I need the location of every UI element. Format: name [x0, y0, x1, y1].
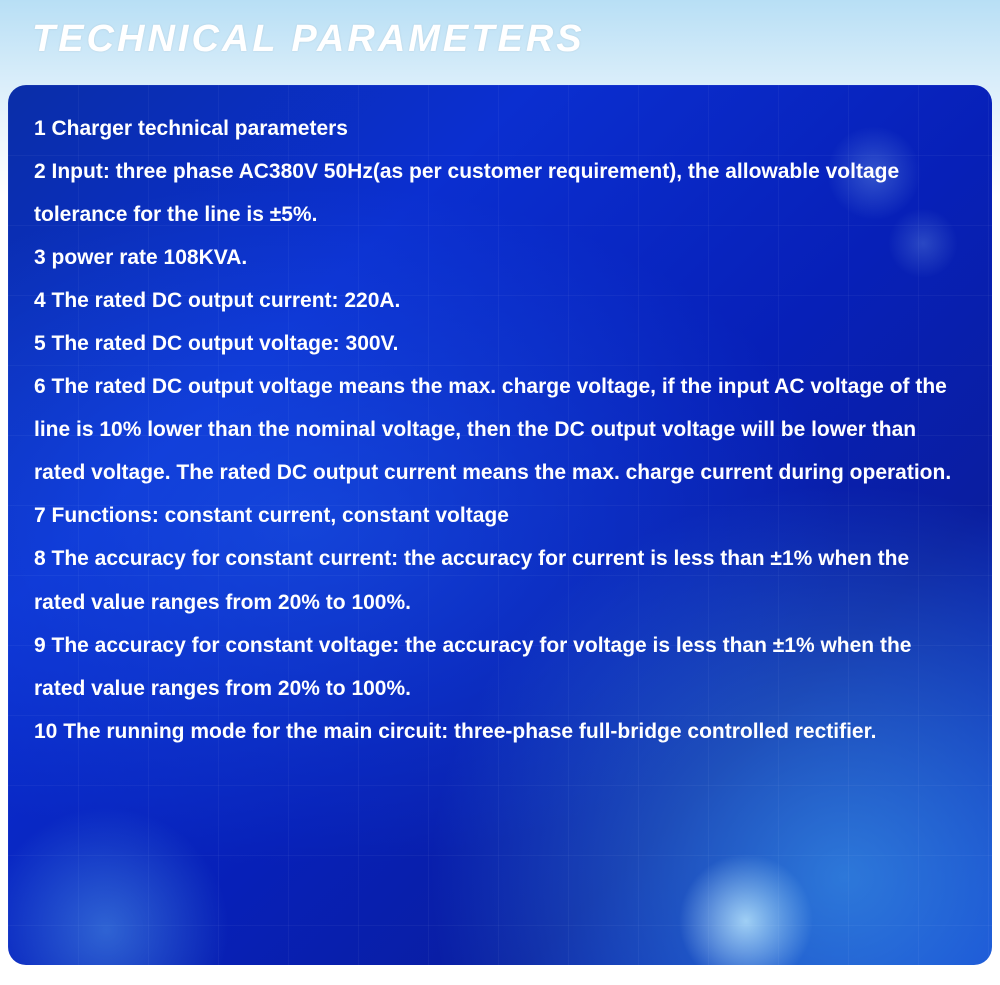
list-item: 3 power rate 108KVA. [34, 236, 966, 279]
list-item: 7 Functions: constant current, constant … [34, 494, 966, 537]
list-item: 5 The rated DC output voltage: 300V. [34, 322, 966, 365]
list-item: 10 The running mode for the main circuit… [34, 710, 966, 753]
list-item: 1 Charger technical parameters [34, 107, 966, 150]
parameters-panel: 1 Charger technical parameters 2 Input: … [8, 85, 992, 965]
list-item: 9 The accuracy for constant voltage: the… [34, 624, 966, 710]
page-title: TECHNICAL PARAMETERS [0, 0, 1000, 85]
list-item: 2 Input: three phase AC380V 50Hz(as per … [34, 150, 966, 236]
list-item: 6 The rated DC output voltage means the … [34, 365, 966, 494]
parameters-list: 1 Charger technical parameters 2 Input: … [34, 107, 966, 753]
list-item: 4 The rated DC output current: 220A. [34, 279, 966, 322]
list-item: 8 The accuracy for constant current: the… [34, 537, 966, 623]
